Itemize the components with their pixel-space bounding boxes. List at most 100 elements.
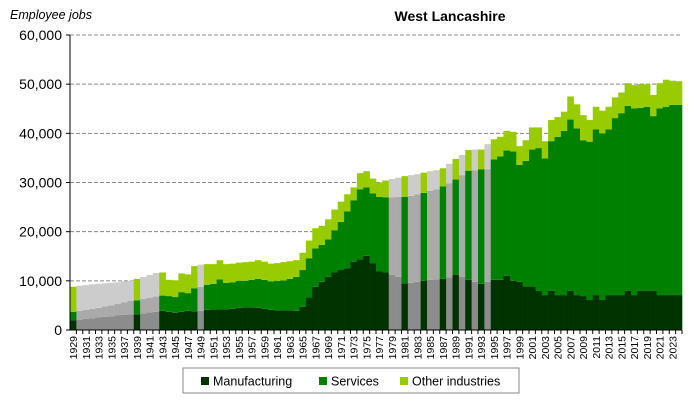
bar-other-industries-2005 — [554, 117, 562, 137]
bar-other-industries-1981 — [401, 176, 409, 197]
bar-services-2003 — [541, 158, 549, 296]
legend: Manufacturing Services Other industries — [182, 367, 520, 394]
bar-other-industries-1932 — [89, 284, 96, 309]
x-tick-label: 2013 — [604, 336, 616, 360]
bar-services-2008 — [573, 128, 581, 296]
bar-manufacturing-1935 — [108, 316, 115, 330]
bar-services-1950 — [203, 284, 211, 310]
bar-manufacturing-1975 — [363, 255, 370, 330]
bar-services-1940 — [140, 299, 147, 314]
bar-other-industries-2019 — [643, 84, 651, 107]
bar-manufacturing-1981 — [401, 283, 409, 330]
bar-manufacturing-1987 — [439, 278, 447, 330]
bar-other-industries-1962 — [280, 262, 288, 281]
bar-services-1930 — [76, 310, 84, 320]
x-tick-label: 1975 — [361, 336, 373, 360]
bar-services-1982 — [407, 195, 415, 283]
bar-services-1995 — [490, 159, 498, 280]
bar-manufacturing-2019 — [643, 290, 651, 330]
bar-services-2010 — [586, 141, 594, 301]
bar-other-industries-1957 — [248, 261, 256, 280]
bar-services-1962 — [280, 280, 288, 311]
y-tick-label: 60,000 — [19, 27, 62, 43]
bar-services-2018 — [637, 107, 645, 291]
bar-manufacturing-1956 — [242, 307, 249, 330]
bar-other-industries-1974 — [356, 173, 364, 190]
legend-swatch-services — [319, 377, 327, 385]
bar-services-1978 — [382, 197, 390, 273]
bar-other-industries-1939 — [133, 278, 141, 301]
bar-manufacturing-1941 — [146, 312, 154, 330]
x-tick-label: 1971 — [336, 336, 348, 360]
bar-manufacturing-2007 — [567, 290, 574, 330]
bar-manufacturing-1929 — [70, 320, 77, 330]
bar-services-1974 — [356, 189, 364, 260]
bar-other-industries-1995 — [490, 139, 498, 160]
bar-other-industries-1970 — [331, 209, 339, 231]
x-tick-label: 2009 — [578, 336, 590, 360]
bar-other-industries-1946 — [178, 273, 186, 293]
bar-services-1977 — [376, 196, 383, 272]
bar-other-industries-1984 — [420, 172, 428, 193]
legend-label-manufacturing: Manufacturing — [213, 375, 292, 389]
bar-manufacturing-1980 — [395, 276, 402, 330]
x-tick-label: 1985 — [425, 336, 437, 360]
bar-services-2002 — [535, 148, 543, 291]
bar-other-industries-1996 — [497, 136, 504, 157]
bar-services-2001 — [529, 149, 536, 287]
legend-swatch-manufacturing — [201, 377, 209, 385]
x-tick-label: 1983 — [412, 336, 424, 360]
bar-other-industries-1967 — [312, 228, 319, 249]
bar-manufacturing-1934 — [101, 316, 109, 330]
bar-manufacturing-1949 — [197, 310, 205, 330]
bar-services-1931 — [82, 309, 90, 319]
bar-services-2015 — [618, 113, 625, 296]
bar-manufacturing-1979 — [388, 274, 396, 330]
bar-services-2012 — [599, 133, 606, 301]
bar-manufacturing-2002 — [535, 290, 543, 330]
bar-manufacturing-1993 — [478, 283, 485, 330]
bar-other-industries-1989 — [452, 158, 460, 180]
bar-other-industries-1986 — [433, 170, 441, 190]
x-tick-label: 2017 — [629, 336, 641, 360]
bar-services-1958 — [254, 278, 262, 308]
bar-other-industries-2015 — [618, 92, 625, 114]
bar-manufacturing-1995 — [490, 279, 498, 330]
x-tick-label: 2003 — [540, 336, 552, 360]
x-tick-label: 1993 — [476, 336, 488, 360]
x-tick-label: 2001 — [527, 336, 539, 360]
x-tick-label: 1959 — [259, 336, 271, 360]
bar-other-industries-1972 — [344, 194, 351, 212]
bar-other-industries-1988 — [446, 163, 453, 184]
bar-manufacturing-1948 — [191, 311, 198, 330]
bar-other-industries-1975 — [363, 171, 370, 188]
bar-other-industries-2008 — [573, 104, 581, 129]
bar-services-1988 — [446, 183, 453, 278]
bar-manufacturing-1971 — [337, 270, 345, 330]
bar-services-1951 — [210, 283, 217, 310]
x-tick-label: 1999 — [514, 336, 526, 360]
bar-manufacturing-1992 — [471, 281, 479, 330]
bar-services-2014 — [611, 118, 619, 296]
bar-services-1985 — [427, 190, 434, 280]
x-tick-label: 1997 — [502, 336, 514, 360]
bar-services-2021 — [656, 108, 664, 296]
bar-manufacturing-2021 — [656, 295, 664, 330]
bar-manufacturing-1991 — [465, 279, 472, 330]
bar-manufacturing-1965 — [299, 306, 307, 330]
x-tick-label: 1965 — [298, 336, 310, 360]
x-tick-label: 2023 — [667, 336, 679, 360]
x-tick-label: 1949 — [196, 336, 208, 360]
bar-services-1986 — [433, 189, 441, 280]
bar-services-1947 — [184, 293, 192, 311]
bar-services-1990 — [458, 175, 466, 277]
bar-other-industries-2011 — [592, 106, 600, 130]
bar-services-1992 — [471, 170, 479, 282]
bar-services-2019 — [643, 106, 651, 291]
x-tick-label: 1955 — [234, 336, 246, 360]
bar-manufacturing-1983 — [414, 281, 421, 330]
bar-other-industries-2003 — [541, 141, 549, 159]
bar-other-industries-1983 — [414, 174, 421, 195]
bar-manufacturing-1988 — [446, 277, 453, 330]
bar-services-1972 — [344, 211, 351, 269]
